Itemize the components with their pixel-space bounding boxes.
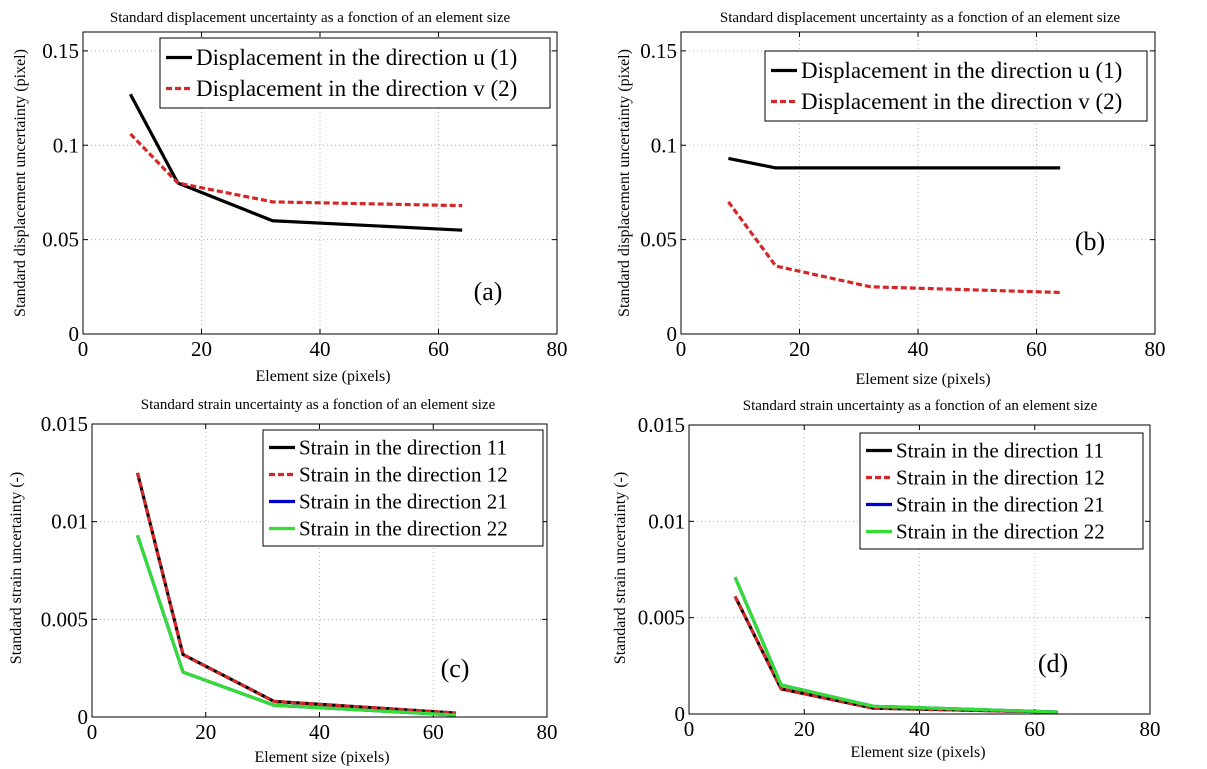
y-tick-label: 0.15	[42, 39, 79, 63]
panel-label: (d)	[1038, 649, 1068, 678]
x-tick-label: 80	[1145, 337, 1166, 361]
y-axis-label: Standard displacement uncertainty (pixel…	[12, 49, 29, 317]
series-line-2	[135, 472, 457, 715]
legend-label-1: Strain in the direction 11	[299, 435, 507, 459]
y-tick-label: 0.05	[640, 228, 677, 252]
series-line-4	[733, 576, 1058, 714]
legend-box	[159, 37, 551, 109]
panel-label: (a)	[474, 277, 503, 306]
y-tick-label: 0.01	[648, 509, 685, 533]
series-line-4	[135, 534, 457, 717]
x-tick-label: 60	[1026, 337, 1047, 361]
y-axis-label: Standard strain uncertainty (-)	[612, 472, 629, 664]
y-tick-label: 0	[675, 702, 686, 726]
x-axis-label: Element size (pixels)	[255, 368, 390, 385]
y-tick-label: 0.01	[51, 510, 88, 534]
axes-frame	[680, 31, 1156, 335]
x-tick-label: 20	[789, 337, 810, 361]
panel-d: 0 20 40 60 80 0 0.005 0.01 0.015 Standard strain …	[612, 398, 1161, 761]
legend-label-4: Strain in the direction 22	[896, 519, 1105, 543]
panel-b: 0 20 40 60 80 0 0.05 0.1 0.15 Standard displaceme…	[616, 10, 1166, 388]
x-tick-label: 60	[1024, 717, 1045, 741]
y-tick-label: 0.05	[42, 228, 79, 252]
legend-label-2: Displacement in the direction v (2)	[801, 89, 1122, 114]
x-axis-label: Element size (pixels)	[855, 371, 990, 388]
y-tick-label: 0.1	[53, 133, 79, 157]
x-tick-label: 40	[909, 717, 930, 741]
x-tick-label: 60	[428, 337, 449, 361]
legend-box	[764, 50, 1148, 122]
axes-frame	[688, 424, 1151, 715]
y-tick-label: 0	[667, 322, 678, 346]
legend-label-1: Displacement in the direction u (1)	[801, 58, 1122, 83]
y-tick-label: 0.005	[638, 606, 685, 630]
x-tick-label: 0	[87, 720, 98, 744]
x-tick-label: 80	[1140, 717, 1161, 741]
x-tick-label: 80	[547, 337, 568, 361]
legend-label-2: Strain in the direction 12	[896, 465, 1105, 489]
legend-label-3: Strain in the direction 21	[896, 492, 1105, 516]
legend-label-3: Strain in the direction 21	[299, 489, 508, 513]
legend-label-2: Strain in the direction 12	[299, 462, 508, 486]
chart-title: Standard strain uncertainty as a fonctio…	[743, 398, 1098, 414]
x-tick-label: 20	[794, 717, 815, 741]
x-tick-label: 40	[310, 337, 331, 361]
y-tick-label: 0	[78, 705, 89, 729]
series-line-1	[728, 156, 1061, 170]
axes-frame	[82, 31, 558, 335]
panel-c: 0 20 40 60 80 0 0.005 0.01 0.015 Standard strain …	[8, 397, 558, 766]
legend-box	[859, 432, 1144, 550]
x-tick-label: 0	[78, 337, 89, 361]
series-line-2	[727, 200, 1061, 295]
y-tick-label: 0.015	[638, 413, 685, 437]
y-tick-label: 0.005	[41, 607, 88, 631]
x-tick-label: 40	[309, 720, 330, 744]
legend-label-1: Displacement in the direction u (1)	[196, 45, 517, 70]
x-tick-label: 0	[676, 337, 687, 361]
legend-label-2: Displacement in the direction v (2)	[196, 76, 517, 101]
legend-label-1: Strain in the direction 11	[896, 438, 1104, 462]
panel-label: (b)	[1075, 227, 1105, 256]
y-axis-label: Standard strain uncertainty (-)	[8, 472, 25, 664]
y-tick-label: 0.1	[651, 133, 677, 157]
y-tick-label: 0.015	[41, 412, 88, 436]
panel-label: (c)	[441, 654, 470, 683]
x-tick-label: 20	[195, 720, 216, 744]
x-axis-label: Element size (pixels)	[254, 749, 389, 766]
y-tick-label: 0.15	[640, 39, 677, 63]
chart-title: Standard displacement uncertainty as a f…	[110, 10, 511, 26]
legend-box	[262, 429, 544, 547]
x-tick-label: 60	[423, 720, 444, 744]
chart-title: Standard strain uncertainty as a fonctio…	[141, 397, 496, 413]
y-tick-label: 0	[69, 322, 80, 346]
chart-title: Standard displacement uncertainty as a f…	[720, 10, 1121, 26]
series-line-1	[128, 93, 463, 232]
x-tick-label: 80	[537, 720, 558, 744]
legend-label-4: Strain in the direction 22	[299, 516, 508, 540]
panel-a: 0 20 40 60 80 0 0.05 0.1 0.15 Standard displaceme…	[12, 10, 568, 385]
x-tick-label: 40	[908, 337, 929, 361]
x-tick-label: 20	[191, 337, 212, 361]
axes-frame	[91, 423, 548, 718]
y-axis-label: Standard displacement uncertainty (pixel…	[616, 49, 633, 317]
x-axis-label: Element size (pixels)	[850, 744, 985, 761]
x-tick-label: 0	[684, 717, 695, 741]
